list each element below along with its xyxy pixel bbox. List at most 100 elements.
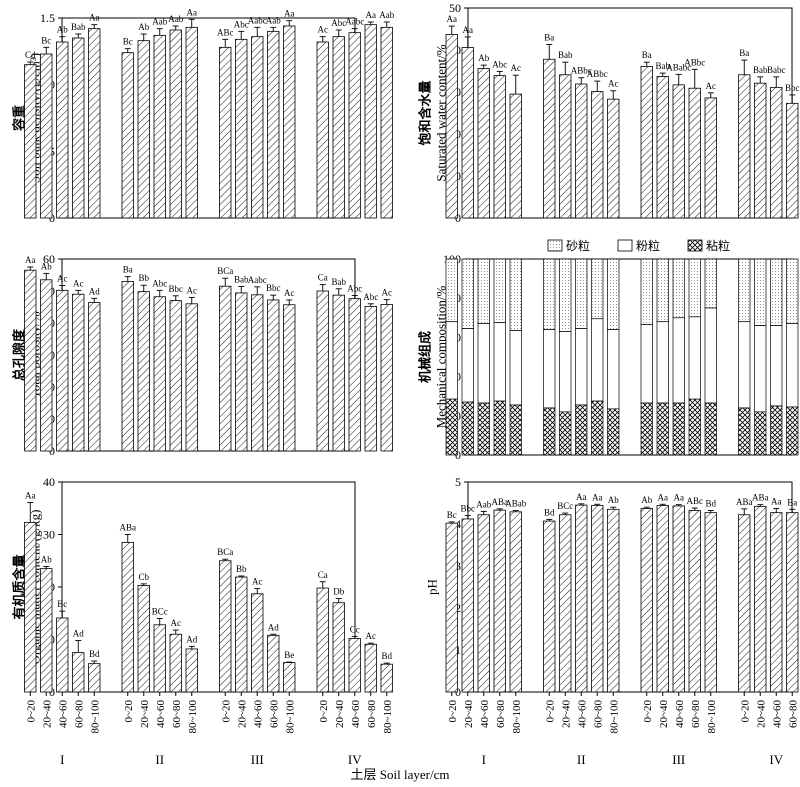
x-group-label: I xyxy=(60,752,64,767)
legend-swatch xyxy=(687,239,703,252)
legend-label: 粘粒 xyxy=(706,238,730,253)
significance-label: BCa xyxy=(217,547,233,557)
significance-label: ABa xyxy=(752,493,769,503)
significance-label: Aa xyxy=(674,493,685,503)
significance-label: ABa xyxy=(492,497,509,507)
bar xyxy=(24,64,37,219)
bar xyxy=(169,633,182,693)
x-tick-label: 80~100 xyxy=(89,700,101,734)
y-tick-label: 2 xyxy=(455,601,461,615)
significance-label: Bbc xyxy=(461,504,476,514)
bar xyxy=(169,29,182,219)
bar xyxy=(770,512,783,693)
bar xyxy=(786,512,799,693)
y-axis-label-cn: 有机质含量 xyxy=(11,554,27,619)
bar xyxy=(477,514,490,693)
panel-frame xyxy=(61,17,356,219)
bar xyxy=(575,504,588,693)
y-tick-label: 1.5 xyxy=(40,11,55,25)
bar-sand xyxy=(477,258,490,325)
bar xyxy=(332,602,345,693)
significance-label: Ac xyxy=(608,79,619,89)
bar xyxy=(251,294,264,452)
x-tick-label: 60~80 xyxy=(366,700,378,728)
significance-label: BCc xyxy=(557,501,573,511)
bar-silt xyxy=(445,321,458,400)
bar xyxy=(283,662,296,693)
y-tick-label: 40 xyxy=(43,475,55,489)
bar-clay xyxy=(591,400,604,456)
x-tick-label: 0~20 xyxy=(25,700,37,723)
bar xyxy=(364,305,377,452)
bar xyxy=(704,512,717,693)
y-axis-label: 饱和含水量Saturated water content/% xyxy=(417,44,448,181)
bar xyxy=(380,663,393,693)
bar xyxy=(754,82,767,219)
bar xyxy=(364,24,377,219)
x-tick-label: 0~20 xyxy=(447,700,459,723)
y-tick-label: 50 xyxy=(449,1,461,15)
bar xyxy=(559,514,572,693)
significance-label: Bc xyxy=(57,599,67,609)
significance-label: Be xyxy=(284,650,294,660)
x-tick-label: 80~100 xyxy=(187,700,199,734)
y-tick-label: 4 xyxy=(455,517,461,531)
significance-label: Aa xyxy=(771,496,782,506)
y-axis-label: 机械组成Mechanical composition/% xyxy=(417,286,448,429)
x-tick-label: 60~80 xyxy=(495,700,507,728)
x-tick-label: 40~60 xyxy=(576,700,588,728)
significance-label: BCa xyxy=(217,266,233,276)
significance-label: Ac xyxy=(366,631,377,641)
legend-swatch xyxy=(547,239,563,252)
significance-label: Abc xyxy=(152,278,167,288)
bar xyxy=(121,541,134,693)
bar-silt xyxy=(607,329,620,410)
x-tick-label: 20~40 xyxy=(334,700,346,728)
x-tick-label: 40~60 xyxy=(155,700,167,728)
bar xyxy=(348,32,361,219)
significance-label: Aa xyxy=(592,492,603,502)
significance-label: Ab xyxy=(478,53,489,63)
bar xyxy=(688,87,701,219)
significance-label: Aa xyxy=(25,490,36,500)
x-group-label: IV xyxy=(769,752,783,767)
x-tick-label: 20~40 xyxy=(755,700,767,728)
bar-sand xyxy=(509,258,522,331)
x-tick-label: 20~40 xyxy=(560,700,572,728)
significance-label: Cd xyxy=(25,50,36,60)
x-tick-label: 40~60 xyxy=(674,700,686,728)
significance-label: Babc xyxy=(767,65,786,75)
y-tick-label: 0 xyxy=(455,211,461,225)
bar xyxy=(72,293,85,452)
significance-label: Db xyxy=(333,587,344,597)
bar xyxy=(153,624,166,693)
y-tick-label: 0 xyxy=(455,685,461,699)
legend: 砂粒 粉粒 粘粒 xyxy=(547,238,730,253)
bar-silt xyxy=(543,329,556,409)
x-tick-label: 20~40 xyxy=(236,700,248,728)
significance-label: Aa xyxy=(463,25,474,35)
significance-label: Ab xyxy=(608,495,619,505)
bar xyxy=(754,505,767,693)
bar xyxy=(267,634,280,693)
bar xyxy=(88,663,101,693)
bar-silt xyxy=(477,323,490,404)
significance-label: Bd xyxy=(89,649,100,659)
legend-swatch xyxy=(617,239,633,252)
bar xyxy=(56,41,69,219)
x-tick-label: 0~20 xyxy=(642,700,654,723)
bar xyxy=(316,41,329,219)
bar xyxy=(283,25,296,219)
x-tick-label: 80~100 xyxy=(382,700,394,734)
bar xyxy=(121,280,134,452)
bar xyxy=(56,617,69,693)
x-group-label: III xyxy=(251,752,264,767)
significance-label: Ab xyxy=(641,495,652,505)
significance-label: Aa xyxy=(25,255,36,265)
significance-label: Aab xyxy=(168,14,183,24)
significance-label: Bab xyxy=(332,277,347,287)
y-tick-label: 60 xyxy=(43,252,55,266)
x-tick-label: 60~80 xyxy=(171,700,183,728)
bar-clay xyxy=(704,402,717,456)
significance-label: Ac xyxy=(382,288,393,298)
